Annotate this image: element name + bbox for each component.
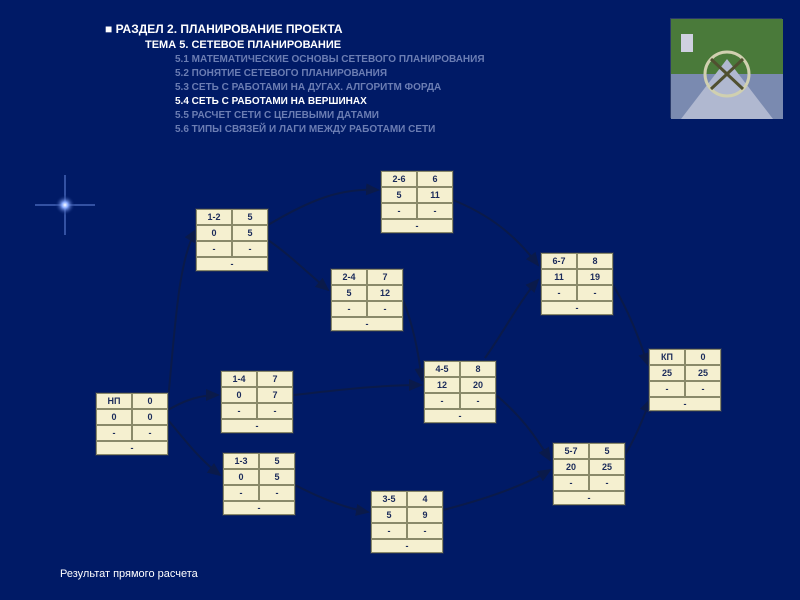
node-14: 1-4707--- bbox=[220, 370, 294, 434]
footer-caption: Результат прямого расчета bbox=[60, 568, 198, 580]
toc-item: 5.6 ТИПЫ СВЯЗЕЙ И ЛАГИ МЕЖДУ РАБОТАМИ СЕ… bbox=[175, 124, 485, 135]
toc-item: 5.5 РАСЧЕТ СЕТИ С ЦЕЛЕВЫМИ ДАТАМИ bbox=[175, 110, 485, 121]
toc: 5.1 МАТЕМАТИЧЕСКИЕ ОСНОВЫ СЕТЕВОГО ПЛАНИ… bbox=[105, 54, 485, 135]
node-67: 6-781119--- bbox=[540, 252, 614, 316]
node-45: 4-581220--- bbox=[423, 360, 497, 424]
node-13: 1-3505--- bbox=[222, 452, 296, 516]
node-57: 5-752025--- bbox=[552, 442, 626, 506]
header: ■ РАЗДЕЛ 2. ПЛАНИРОВАНИЕ ПРОЕКТА ТЕМА 5.… bbox=[105, 22, 485, 135]
node-kp: КП02525--- bbox=[648, 348, 722, 412]
toc-item: 5.4 СЕТЬ С РАБОТАМИ НА ВЕРШИНАХ bbox=[175, 96, 485, 107]
topic-title: ТЕМА 5. СЕТЕВОЕ ПЛАНИРОВАНИЕ bbox=[145, 39, 485, 51]
node-35: 3-5459--- bbox=[370, 490, 444, 554]
section-title: ■ РАЗДЕЛ 2. ПЛАНИРОВАНИЕ ПРОЕКТА bbox=[105, 22, 485, 36]
node-26: 2-66511--- bbox=[380, 170, 454, 234]
node-12: 1-2505--- bbox=[195, 208, 269, 272]
toc-item: 5.1 МАТЕМАТИЧЕСКИЕ ОСНОВЫ СЕТЕВОГО ПЛАНИ… bbox=[175, 54, 485, 65]
node-24: 2-47512--- bbox=[330, 268, 404, 332]
decorative-image bbox=[670, 18, 782, 118]
toc-item: 5.3 СЕТЬ С РАБОТАМИ НА ДУГАХ. АЛГОРИТМ Ф… bbox=[175, 82, 485, 93]
toc-item: 5.2 ПОНЯТИЕ СЕТЕВОГО ПЛАНИРОВАНИЯ bbox=[175, 68, 485, 79]
node-np: НП000--- bbox=[95, 392, 169, 456]
star-decoration bbox=[35, 175, 95, 235]
